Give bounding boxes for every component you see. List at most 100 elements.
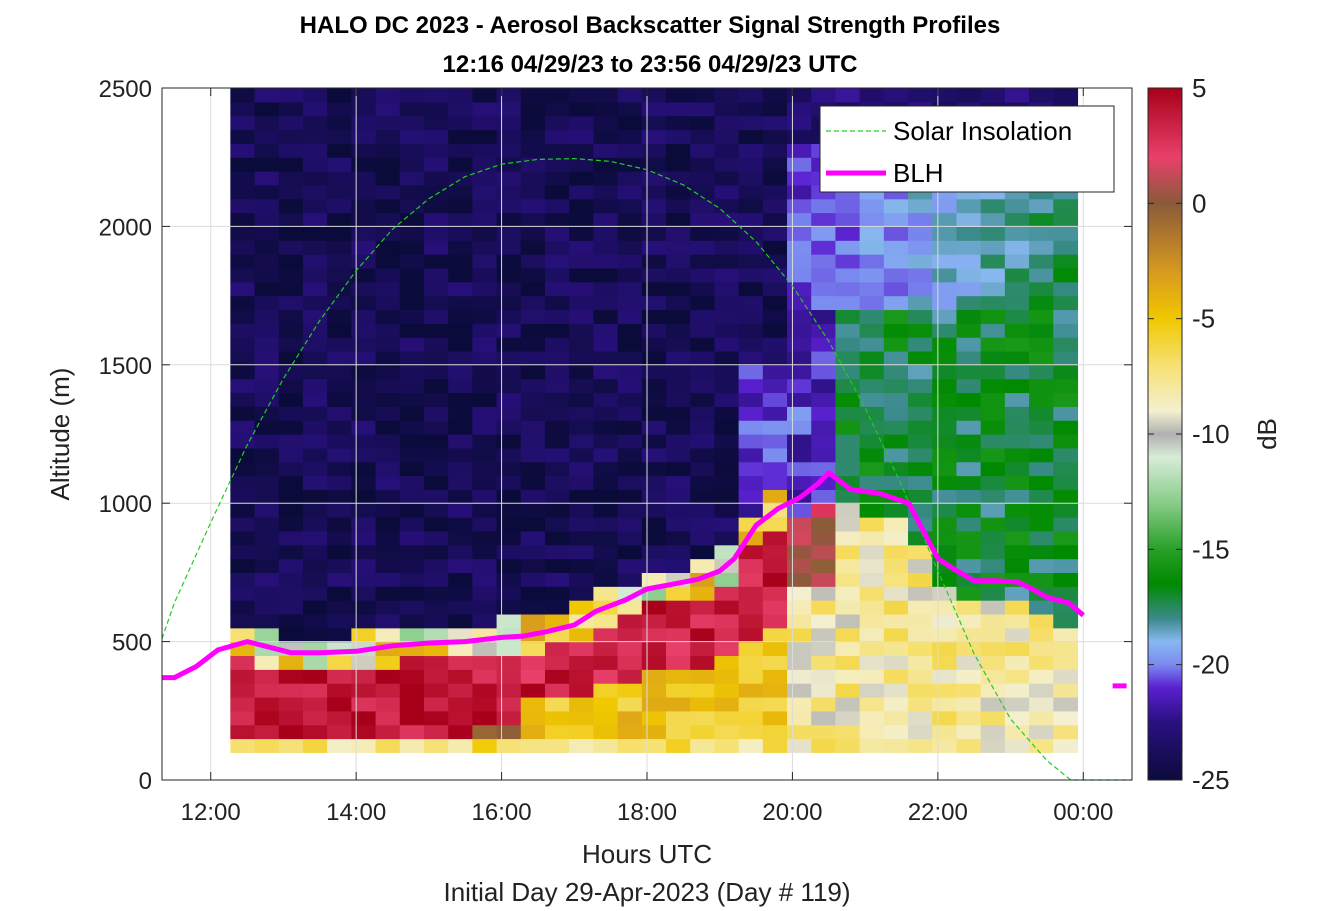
heatmap-cell [762,530,788,546]
heatmap-cell [278,226,304,241]
heatmap-cell [883,683,909,698]
heatmap-cell [520,171,546,186]
heatmap-cell [762,655,788,670]
heatmap-cell [520,696,546,712]
heatmap-cell [302,226,328,241]
heatmap-cell [1053,475,1079,490]
heatmap-cell [835,710,861,726]
heatmap-cell [448,627,473,643]
heatmap-cell [423,738,449,753]
heatmap-cell [544,572,570,587]
heatmap-cell [472,420,498,435]
heatmap-cell [472,710,498,726]
heatmap-cell [423,171,449,186]
heatmap-cell [738,267,764,283]
heatmap-cell [932,323,958,338]
heatmap-cell [544,434,570,449]
heatmap-cell [690,461,716,477]
heatmap-cell [932,503,958,518]
heatmap-cell [399,240,425,255]
heatmap-cell [617,461,643,477]
heatmap-cell [883,517,909,532]
heatmap-cell [375,240,401,255]
heatmap-cell [787,420,812,435]
heatmap-cell [351,669,377,684]
heatmap-cell [593,171,619,186]
heatmap-cell [908,544,933,560]
heatmap-cell [472,295,498,311]
heatmap-cell [302,240,328,255]
heatmap-cell [641,724,667,740]
heatmap-cell [617,406,643,421]
heatmap-cell [496,392,522,407]
heatmap-cell [908,198,933,214]
heatmap-cell [278,420,304,435]
heatmap-cell [496,129,522,144]
heatmap-cell [835,337,861,352]
heatmap-cell [230,627,256,643]
heatmap-cell [448,267,473,283]
heatmap-cell [932,683,958,698]
heatmap-cell [448,115,473,131]
heatmap-cell [327,240,352,255]
heatmap-cell [496,475,522,490]
heatmap-cell [569,447,594,463]
heatmap-cell [787,517,812,532]
heatmap-cell [399,655,425,670]
heatmap-cell [1029,627,1054,643]
heatmap-cell [956,295,982,311]
heatmap-cell [908,641,933,657]
heatmap-cell [666,226,691,241]
heatmap-cell [1029,88,1054,103]
heatmap-cell [496,88,522,103]
heatmap-cell [617,669,643,684]
heatmap-cell [593,572,619,587]
heatmap-cell [666,489,691,504]
heatmap-cell [762,240,788,255]
heatmap-cell [302,600,328,615]
heatmap-cell [302,157,328,172]
heatmap-cell [399,489,425,504]
heatmap-cell [932,489,958,504]
heatmap-cell [593,696,619,712]
heatmap-cell [787,267,812,283]
heatmap-cell [375,364,401,380]
heatmap-cell [980,613,1006,629]
heatmap-cell [980,254,1006,269]
heatmap-cell [1029,696,1054,712]
heatmap-cell [593,738,619,753]
heatmap-cell [520,710,546,726]
heatmap-cell [908,337,933,352]
heatmap-cell [375,157,401,172]
heatmap-cell [593,447,619,463]
heatmap-cell [980,530,1006,546]
heatmap-cell [448,724,473,740]
heatmap-cell [472,143,498,158]
heatmap-cell [956,461,982,477]
heatmap-cell [1053,350,1079,366]
heatmap-cell [254,378,280,394]
heatmap-cell [593,641,619,657]
heatmap-cell [375,406,401,421]
heatmap-cell [569,281,594,297]
heatmap-cell [399,586,425,601]
heatmap-cell [375,696,401,712]
heatmap-cell [1029,683,1054,698]
heatmap-cell [327,724,352,740]
heatmap-cell [932,212,958,227]
heatmap-cell [1004,337,1030,352]
heatmap-cell [690,350,716,366]
heatmap-cell [1029,198,1054,214]
heatmap-cell [496,517,522,532]
heatmap-cell [835,600,861,615]
heatmap-cell [714,600,740,615]
heatmap-cell [302,655,328,670]
heatmap-cell [714,101,740,117]
heatmap-cell [544,309,570,324]
heatmap-cell [302,171,328,186]
heatmap-cell [980,558,1006,573]
heatmap-cell [956,530,982,546]
heatmap-cell [230,406,256,421]
heatmap-cell [762,337,788,352]
